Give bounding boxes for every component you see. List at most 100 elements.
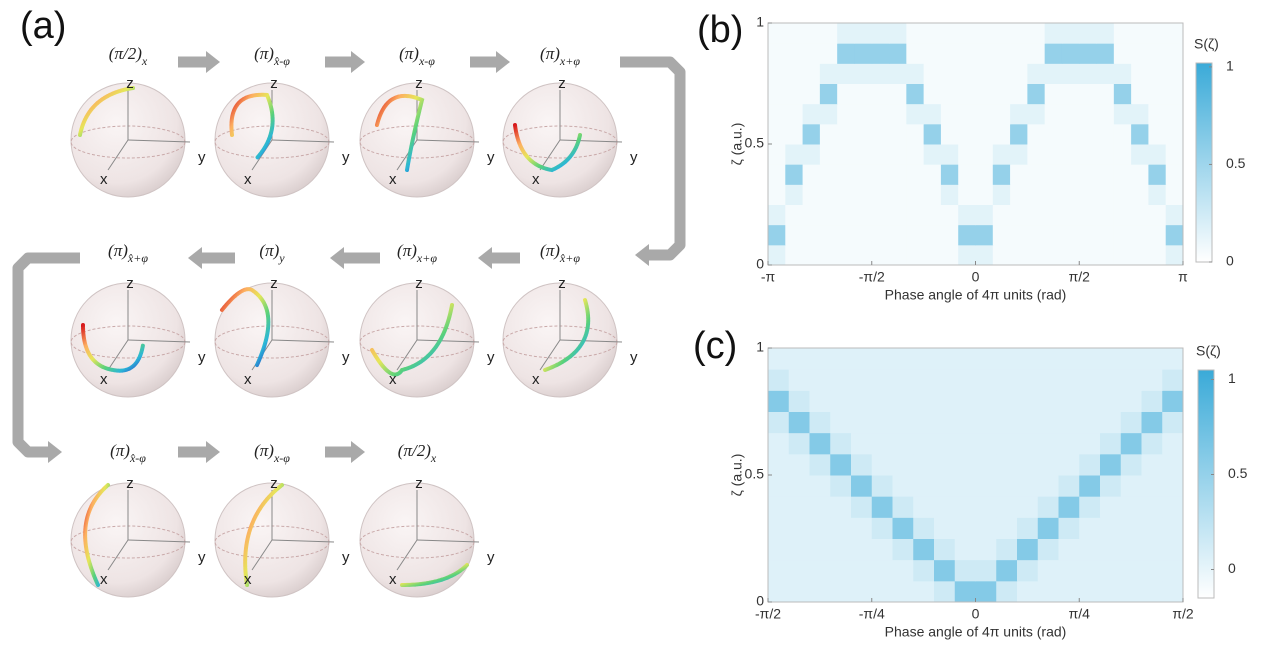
heatmap-cell	[1079, 539, 1100, 561]
heatmap-cell	[1079, 23, 1097, 44]
heatmap-cell	[854, 23, 872, 44]
heatmap-cell	[976, 104, 994, 125]
heatmap-cell	[955, 581, 976, 603]
heatmap-cell	[830, 560, 851, 582]
arrow-head	[48, 441, 62, 463]
heatmap-cell	[958, 184, 976, 205]
heatmap-cell	[1079, 581, 1100, 603]
heatmap-cell	[1027, 225, 1045, 246]
heatmap-cell	[785, 164, 803, 185]
heatmap-cell	[768, 454, 789, 476]
heatmap-cell	[893, 369, 914, 391]
heatmap-cell	[934, 517, 955, 539]
heatmap-cell	[1114, 84, 1132, 105]
heatmap-cell	[1142, 581, 1163, 603]
heatmap-cell	[993, 43, 1011, 64]
heatmap-cell	[851, 433, 872, 455]
axis-label: x	[244, 371, 252, 388]
heatmap-cell	[768, 517, 789, 539]
heatmap-cell	[993, 144, 1011, 165]
heatmap-cell	[993, 104, 1011, 125]
heatmap-cell	[1100, 581, 1121, 603]
heatmap-cell	[1038, 433, 1059, 455]
heatmap-cell	[1121, 369, 1142, 391]
heatmap-cell	[1059, 496, 1080, 518]
heatmap-cell	[1162, 517, 1183, 539]
heatmap-cell	[1162, 454, 1183, 476]
heatmap-cell	[768, 348, 789, 370]
axis-label: y	[342, 349, 350, 366]
arrow-head	[351, 441, 365, 463]
heatmap-cell	[934, 539, 955, 561]
heatmap-cell	[1027, 184, 1045, 205]
heatmap-cell	[851, 475, 872, 497]
axis-label: x	[244, 571, 252, 588]
heatmap-cell	[1142, 496, 1163, 518]
heatmap-cell	[924, 144, 942, 165]
heatmap-cell	[872, 23, 890, 44]
heatmap-cell	[789, 539, 810, 561]
heatmap-cell	[1062, 164, 1080, 185]
pulse-sub: x̂+φ	[559, 251, 580, 265]
heatmap-cell	[924, 245, 942, 266]
heatmap-cell	[1166, 63, 1184, 84]
axis-label: y	[198, 349, 206, 366]
heatmap-cell	[872, 496, 893, 518]
heatmap-cell	[1010, 144, 1028, 165]
heatmap-cell	[1059, 517, 1080, 539]
heatmap-cell	[820, 84, 838, 105]
heatmap-cell	[872, 454, 893, 476]
heatmap-cell	[872, 124, 890, 145]
axis-label: z	[415, 75, 423, 92]
heatmap-cell	[785, 245, 803, 266]
heatmap-cell	[1038, 517, 1059, 539]
heatmap-cell	[768, 496, 789, 518]
x-tick-label: 0	[972, 269, 980, 285]
heatmap-cell	[976, 245, 994, 266]
heatmap-cell	[941, 84, 959, 105]
heatmap-cell	[1027, 124, 1045, 145]
heatmap-cell	[854, 245, 872, 266]
heatmap-cell	[803, 43, 821, 64]
heatmap-cell	[830, 539, 851, 561]
heatmap-cell	[789, 517, 810, 539]
heatmap-cell	[924, 63, 942, 84]
heatmap-cell	[1079, 475, 1100, 497]
y-tick-label: 0.5	[745, 466, 765, 482]
heatmap-cell	[768, 390, 789, 412]
heatmap-cell	[810, 390, 831, 412]
heatmap-cell	[854, 63, 872, 84]
axis-label: x	[244, 171, 252, 188]
heatmap-cell	[1162, 539, 1183, 561]
pulse-sub: y	[278, 251, 285, 265]
heatmap-cell	[924, 205, 942, 226]
pulse-sub: x-φ	[418, 54, 435, 68]
heatmap-cell	[803, 124, 821, 145]
heatmap-cell	[1027, 164, 1045, 185]
heatmap-cell	[837, 225, 855, 246]
heatmap-cell	[1166, 43, 1184, 64]
heatmap-cell	[768, 84, 786, 105]
heatmap-cell	[958, 124, 976, 145]
heatmap-cell	[1079, 225, 1097, 246]
heatmap-cell	[1027, 205, 1045, 226]
heatmap-cell	[820, 144, 838, 165]
arrow-head	[635, 244, 649, 266]
heatmap-cell	[1097, 124, 1115, 145]
x-tick-label: π/2	[1069, 269, 1091, 285]
heatmap-cell	[1079, 84, 1097, 105]
axis-label: x	[389, 571, 397, 588]
heatmap-cell	[1131, 23, 1149, 44]
heatmap-cell	[1121, 517, 1142, 539]
heatmap-cell	[810, 454, 831, 476]
heatmap-cell	[913, 390, 934, 412]
axis-label: z	[126, 475, 134, 492]
heatmap-cell	[934, 412, 955, 434]
heatmap-cell	[854, 205, 872, 226]
heatmap-cell	[768, 245, 786, 266]
heatmap-cell	[889, 144, 907, 165]
heatmap-cell	[1062, 205, 1080, 226]
heatmap-cell	[837, 164, 855, 185]
heatmap-cell	[1100, 412, 1121, 434]
heatmap-cell	[1100, 369, 1121, 391]
